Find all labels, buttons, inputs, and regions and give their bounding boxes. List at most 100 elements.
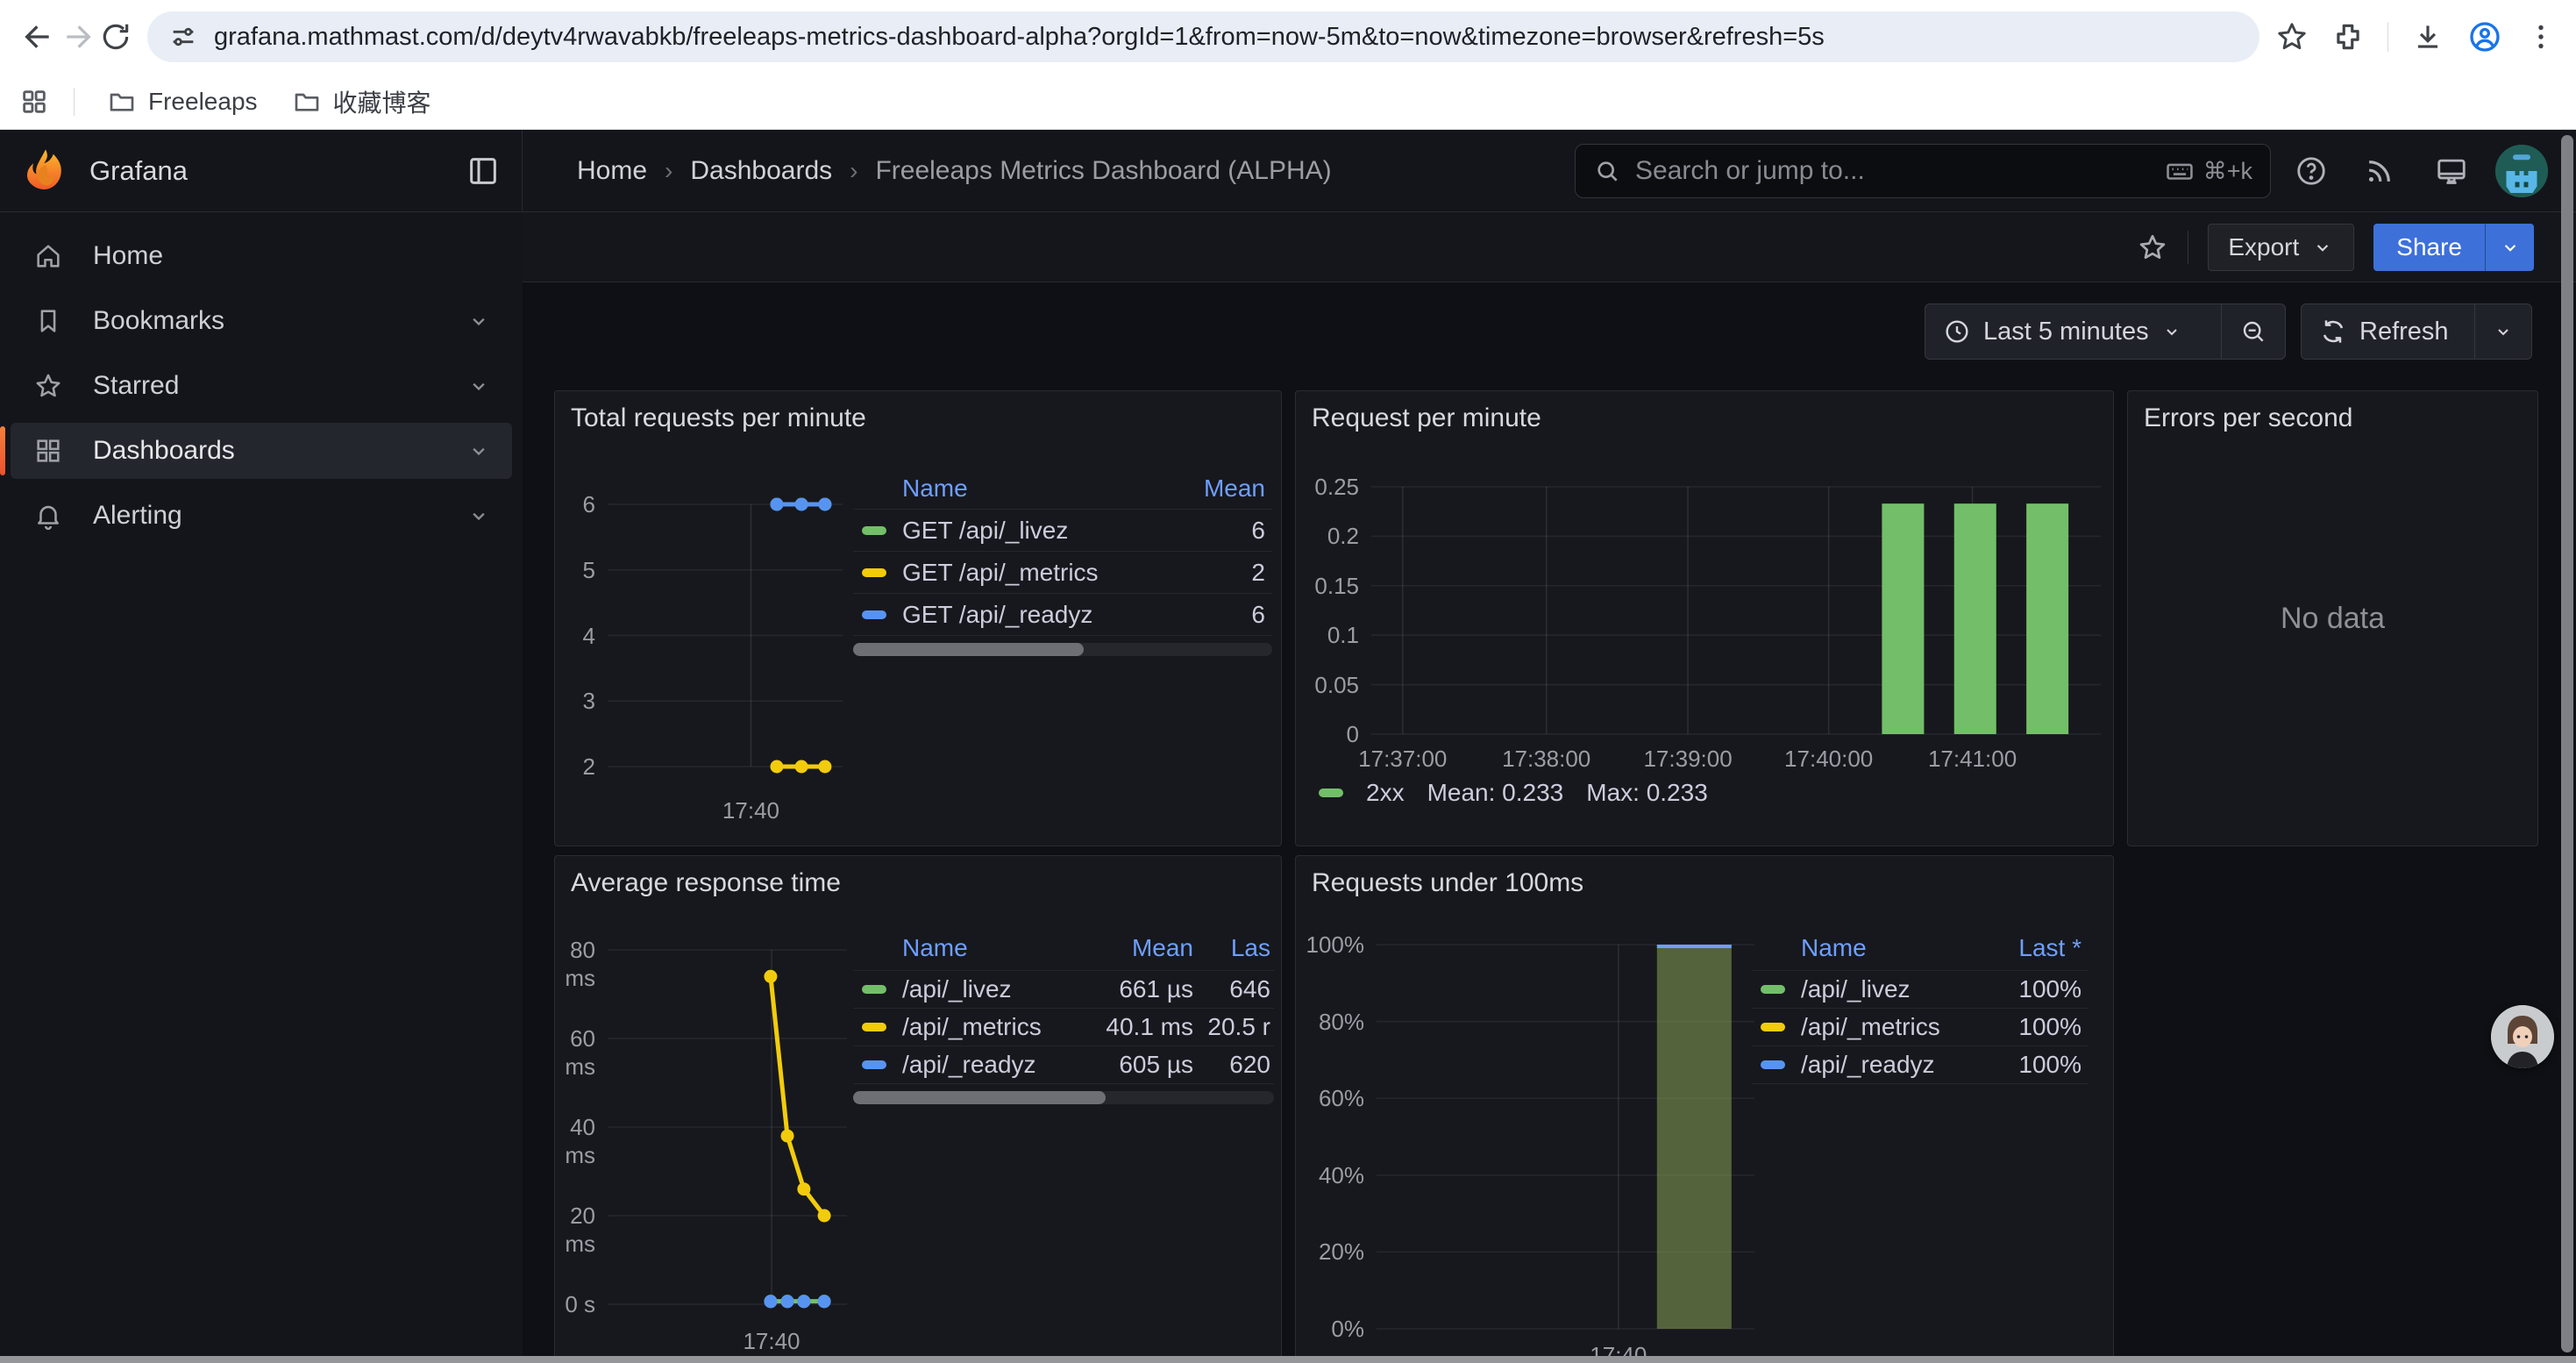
browser-forward-button[interactable] (58, 18, 96, 56)
legend-mean-header[interactable]: Mean (1131, 934, 1193, 961)
panel-title[interactable]: Request per minute (1312, 403, 1541, 432)
legend-header: Name Mean Las (853, 926, 1274, 970)
legend-series-name: GET /api/_readyz (902, 600, 1093, 628)
chevron-down-icon[interactable] (466, 503, 491, 528)
dock-sidebar-button[interactable] (466, 153, 501, 189)
legend-row[interactable]: /api/_metrics 100% (1752, 1008, 2089, 1045)
url-input[interactable] (214, 22, 2238, 52)
legend-scrollbar[interactable] (853, 635, 1272, 656)
legend-row[interactable]: /api/_metrics 40.1 ms 20.5 r (853, 1008, 1274, 1045)
address-bar[interactable] (147, 11, 2259, 62)
share-menu-button[interactable] (2485, 223, 2534, 271)
legend-name-header[interactable]: Name (902, 934, 968, 961)
sidebar-item-bookmarks[interactable]: Bookmarks (11, 293, 512, 349)
sidebar-item-label: Bookmarks (93, 306, 225, 335)
legend-last-header[interactable]: Las (1230, 934, 1270, 961)
panel-title[interactable]: Total requests per minute (571, 403, 866, 432)
legend-last-value: 100% (2018, 1013, 2081, 1040)
favorite-star-icon[interactable] (2137, 232, 2168, 263)
sidebar-item-label: Starred (93, 371, 180, 400)
news-rss-icon[interactable] (2363, 154, 2396, 188)
panel-title[interactable]: Errors per second (2144, 403, 2353, 432)
extensions-icon[interactable] (2331, 20, 2365, 54)
monitor-icon[interactable] (2435, 154, 2468, 188)
sidebar-item-label: Home (93, 241, 164, 270)
legend-last-value: 20.5 r (1207, 1013, 1270, 1040)
legend-name-header[interactable]: Name (1801, 934, 1867, 961)
floating-assistant-avatar[interactable] (2491, 1005, 2554, 1068)
sidebar-item-dashboards[interactable]: Dashboards (0, 423, 512, 479)
legend-mean-value: 661 µs (1119, 975, 1193, 1003)
legend-mean-header[interactable]: Mean (1203, 475, 1265, 502)
folder-icon (295, 93, 318, 111)
chevron-down-icon (2317, 244, 2329, 252)
legend-row[interactable]: /api/_readyz 100% (1752, 1045, 2089, 1083)
sidebar-item-home[interactable]: Home (11, 228, 512, 284)
legend-row[interactable]: /api/_livez 100% (1752, 970, 2089, 1008)
x-axis-tick-label: 17:40 (743, 1328, 801, 1354)
menu-kebab-icon[interactable] (2525, 21, 2557, 53)
refresh-interval-button[interactable] (2475, 304, 2531, 359)
panel-average-response-time[interactable]: Average response time Name Mean Las /api… (554, 855, 1282, 1363)
legend-row[interactable]: GET /api/_readyz 6 (853, 593, 1272, 635)
bar (2026, 503, 2069, 734)
help-icon[interactable] (2295, 154, 2328, 188)
y-axis-tick-label: 0.2 (1327, 523, 1359, 550)
browser-back-button[interactable] (19, 18, 58, 56)
panel-title[interactable]: Average response time (571, 868, 841, 897)
y-axis-tick-label: 0 (1346, 721, 1359, 747)
series-point (818, 760, 832, 774)
legend-row[interactable]: GET /api/_metrics 2 (853, 551, 1272, 593)
sidebar-item-starred[interactable]: Starred (11, 358, 512, 414)
legend-last-header[interactable]: Last * (2018, 934, 2081, 961)
time-range-controls: Last 5 minutes (1925, 303, 2286, 360)
bar (1953, 503, 1996, 734)
refresh-button[interactable]: Refresh (2302, 304, 2474, 359)
series-point (764, 1295, 778, 1309)
grafana-logo[interactable] (21, 146, 70, 196)
time-range-picker[interactable]: Last 5 minutes (1925, 304, 2221, 359)
vertical-scrollbar[interactable] (2560, 133, 2574, 1354)
chevron-down-icon[interactable] (466, 309, 491, 333)
series-point (817, 1209, 831, 1223)
search-box[interactable]: ⌘+k (1575, 144, 2271, 198)
bookmark-star-icon[interactable] (2275, 20, 2309, 54)
dashboard-toolbar: Export Share (523, 212, 2576, 282)
browser-reload-button[interactable] (96, 18, 135, 56)
legend-row[interactable]: /api/_livez 661 µs 646 (853, 970, 1274, 1008)
panel-requests-under-100ms[interactable]: Requests under 100ms Name Last * /api/_l… (1295, 855, 2114, 1363)
bookmark-folder-blogs[interactable]: 收藏博客 (284, 79, 440, 125)
breadcrumb-dashboards[interactable]: Dashboards (690, 156, 833, 185)
legend-series-name[interactable]: 2xx (1366, 779, 1405, 806)
legend-row[interactable]: /api/_readyz 605 µs 620 (853, 1045, 1274, 1083)
legend-table: Name Mean Las /api/_livez 661 µs 646 (853, 926, 1274, 1104)
panel-total-requests-per-minute[interactable]: Total requests per minute Name Mean GET … (554, 390, 1282, 846)
share-button[interactable]: Share (2373, 223, 2485, 271)
legend-row[interactable]: GET /api/_livez 6 (853, 509, 1272, 551)
sidebar-item-alerting[interactable]: Alerting (11, 488, 512, 544)
legend-mean-value: 6 (1251, 516, 1265, 544)
legend-scrollbar[interactable] (853, 1083, 1274, 1104)
apps-grid-icon[interactable] (19, 87, 49, 117)
sidebar-item-label: Dashboards (93, 436, 235, 465)
panel-request-per-minute[interactable]: Request per minute 2xx Mean: 0.233 Max: … (1295, 390, 2114, 846)
breadcrumb-separator: › (665, 157, 673, 184)
panel-title[interactable]: Requests under 100ms (1312, 868, 1584, 897)
y-axis-tick-label: 0.15 (1314, 572, 1359, 599)
breadcrumb-home[interactable]: Home (577, 156, 648, 185)
chevron-down-icon[interactable] (466, 439, 491, 463)
horizontal-scrollbar[interactable] (0, 1356, 2576, 1363)
bar (1656, 945, 1732, 1329)
downloads-icon[interactable] (2411, 20, 2444, 54)
legend-bottom-divider (1752, 1083, 2089, 1084)
user-avatar[interactable] (2495, 145, 2548, 197)
profile-icon[interactable] (2467, 19, 2502, 54)
export-button[interactable]: Export (2208, 223, 2355, 271)
zoom-out-button[interactable] (2222, 304, 2285, 359)
bookmark-folder-freeleaps[interactable]: Freeleaps (99, 82, 267, 121)
search-input[interactable] (1635, 156, 2151, 186)
panel-errors-per-second[interactable]: Errors per second No data (2127, 390, 2538, 846)
chevron-down-icon[interactable] (466, 374, 491, 398)
breadcrumb: Home › Dashboards › Freeleaps Metrics Da… (577, 130, 1332, 212)
legend-name-header[interactable]: Name (902, 475, 968, 502)
